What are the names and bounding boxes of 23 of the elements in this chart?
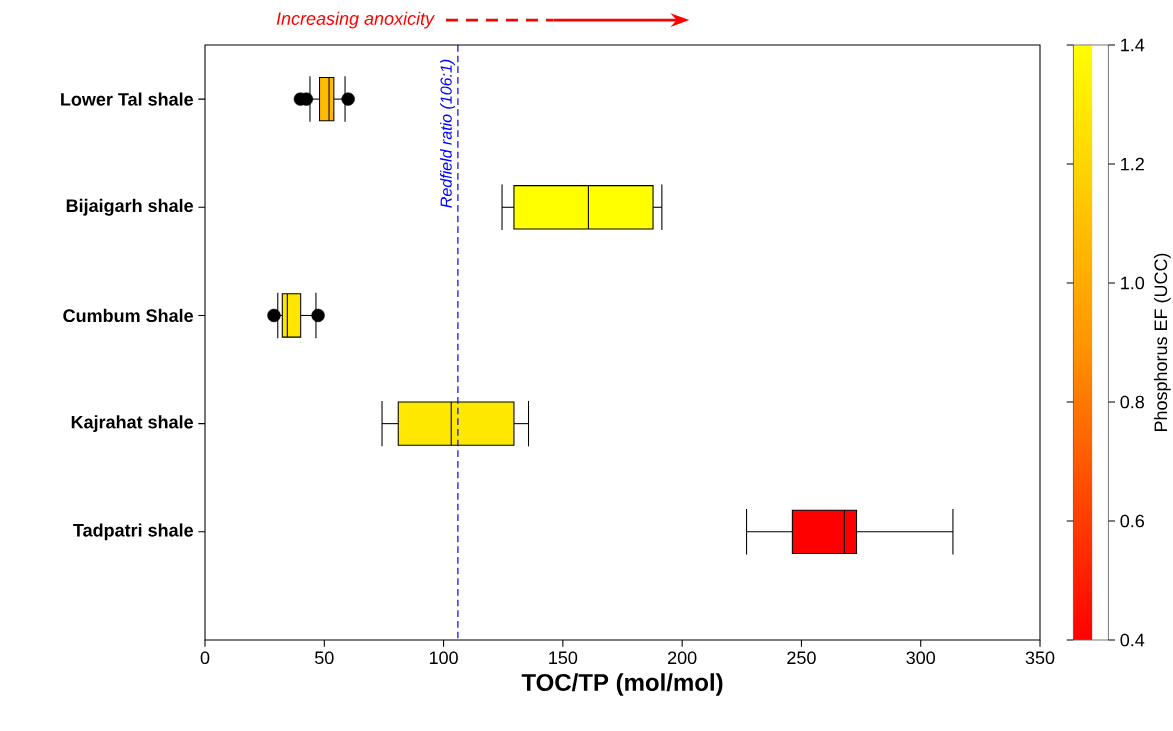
x-tick-label: 50 bbox=[314, 651, 334, 665]
x-tick-label: 0 bbox=[200, 651, 210, 665]
color-bar-label: 0.8 bbox=[1120, 395, 1145, 409]
x-tick-label: 250 bbox=[787, 651, 816, 665]
x-tick-label: 300 bbox=[906, 651, 936, 665]
x-tick-label: 350 bbox=[1025, 651, 1055, 665]
x-axis-title: TOC/TP (mol/mol) bbox=[521, 673, 723, 696]
y-tick-label: Cumbum Shale bbox=[63, 308, 193, 323]
color-bar-label: 1.0 bbox=[1121, 276, 1145, 290]
color-bar-title: Phosphorus EF (UCC) bbox=[1153, 253, 1171, 432]
y-tick-label: Kajrahat shale bbox=[71, 415, 193, 433]
color-bar-label: 1.4 bbox=[1121, 38, 1145, 52]
x-tick-label: 150 bbox=[549, 651, 578, 665]
color-bar-label: 1.2 bbox=[1121, 157, 1144, 171]
y-tick-label: Tadpatri shale bbox=[73, 523, 193, 541]
x-tick-label: 200 bbox=[668, 651, 697, 665]
x-tick-label: 100 bbox=[429, 651, 458, 665]
ref-line-label: Redfield ratio (106:1) bbox=[440, 59, 455, 208]
color-bar-label: 0.4 bbox=[1120, 633, 1145, 647]
y-tick-label: Bijaigarh shale bbox=[66, 198, 193, 216]
text: Increasing anoxicity bbox=[276, 11, 435, 29]
y-tick-label: Lower Tal shale bbox=[61, 92, 193, 106]
color-bar-label: 0.6 bbox=[1120, 514, 1145, 528]
